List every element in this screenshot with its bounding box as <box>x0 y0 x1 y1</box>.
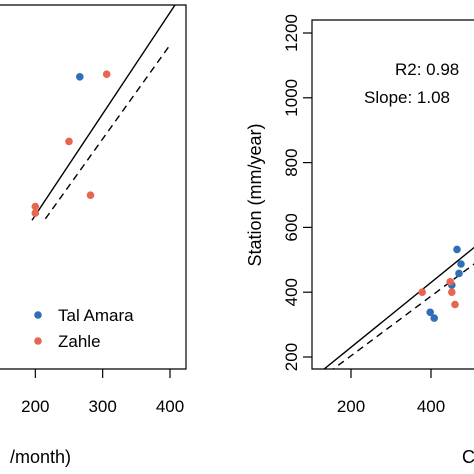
left-x-tick-label-400: 400 <box>156 397 184 416</box>
right-y-tick-label-1200: 1200 <box>282 14 301 52</box>
point-tal-amara-5 <box>430 314 439 322</box>
point-zahle-3 <box>31 202 40 211</box>
left-data-points <box>31 70 111 217</box>
right-x-tick-label-200: 200 <box>337 397 365 416</box>
annotation-r2: R2: 0.98 <box>395 60 459 79</box>
annotation-slope: Slope: 1.08 <box>364 88 450 107</box>
right-y-axis-label: Station (mm/year) <box>245 123 265 266</box>
point-zahle-1 <box>65 137 73 146</box>
right-x-axis: 200 400 <box>337 369 445 416</box>
left-x-tick-label-300: 300 <box>88 397 116 416</box>
point-zahle-3 <box>451 300 459 309</box>
left-plot-frame <box>0 4 187 370</box>
point-zahle-0 <box>102 70 111 78</box>
legend-label-tal-amara: Tal Amara <box>58 306 134 325</box>
point-zahle-2 <box>448 288 456 297</box>
right-panel: 200 400 600 800 1000 1200 200 400 R2: 0.98 Slo… <box>245 14 474 467</box>
left-x-axis: 200 300 400 <box>21 369 184 416</box>
right-x-axis-label: C <box>462 447 474 467</box>
right-y-axis: 200 400 600 800 1000 1200 <box>282 14 312 371</box>
legend: Tal Amara Zahle <box>34 306 134 351</box>
point-tal-amara-1 <box>457 260 465 268</box>
left-x-tick-label-200: 200 <box>21 397 49 416</box>
legend-marker-zahle <box>34 337 42 345</box>
point-zahle-1 <box>446 278 455 286</box>
legend-label-zahle: Zahle <box>58 332 101 351</box>
point-zahle-4 <box>31 209 40 217</box>
right-x-tick-label-400: 400 <box>417 397 445 416</box>
legend-marker-tal-amara <box>34 311 42 319</box>
right-y-tick-label-1000: 1000 <box>282 79 301 117</box>
point-tal-amara-2 <box>455 269 463 278</box>
right-fit-line <box>332 263 474 369</box>
right-y-tick-label-600: 600 <box>282 213 301 241</box>
left-reference-line <box>31 5 176 221</box>
point-tal-amara-0 <box>76 73 84 81</box>
point-tal-amara-4 <box>426 308 435 317</box>
right-y-tick-label-400: 400 <box>282 278 301 306</box>
right-plot-frame <box>311 19 474 370</box>
left-x-axis-label: /month) <box>10 447 71 467</box>
point-zahle-0 <box>418 288 427 297</box>
point-zahle-2 <box>86 191 95 199</box>
left-panel: 200 300 400 Tal Amara Zahle /month) <box>0 4 187 467</box>
right-data-points <box>418 245 465 322</box>
right-y-tick-label-200: 200 <box>282 343 301 371</box>
point-tal-amara-0 <box>453 245 461 254</box>
right-y-tick-label-800: 800 <box>282 148 301 176</box>
